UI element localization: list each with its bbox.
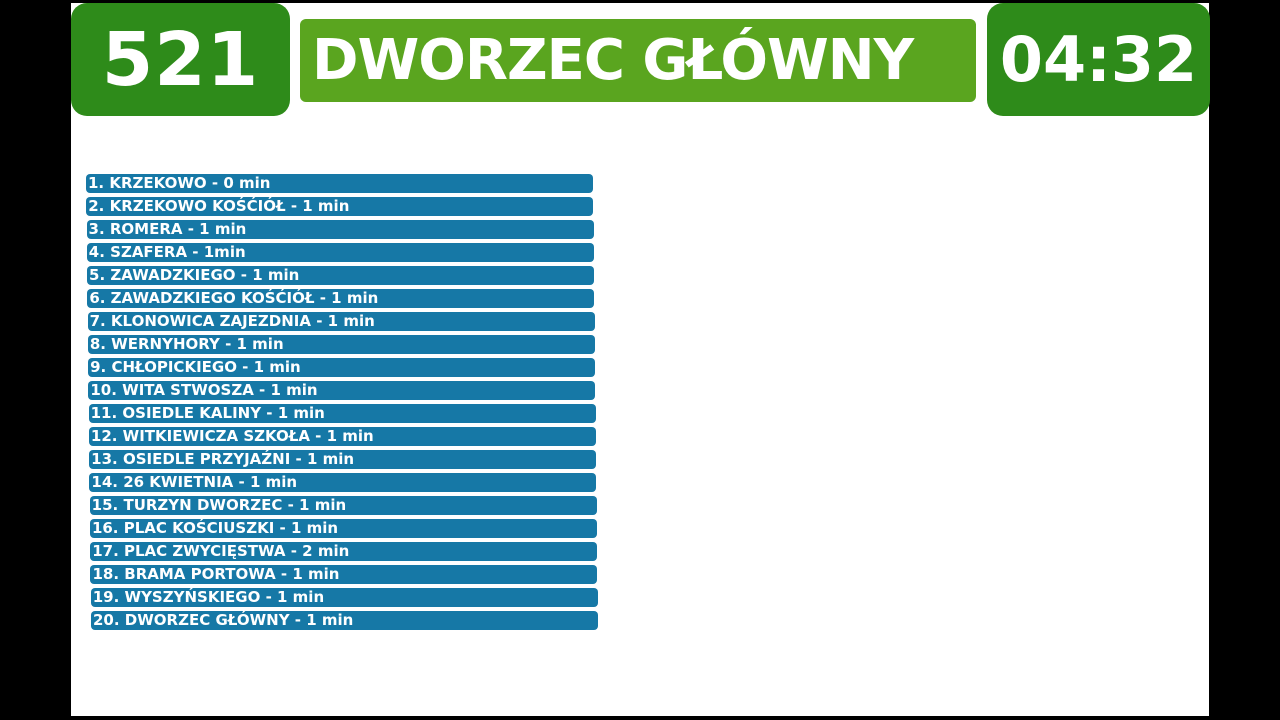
destination-banner: DWORZEC GŁÓWNY xyxy=(300,19,976,102)
stop-item: 9. CHŁOPICKIEGO - 1 min xyxy=(88,358,596,377)
stop-item: 15. TURZYN DWORZEC - 1 min xyxy=(89,496,597,515)
stop-item: 18. BRAMA PORTOWA - 1 min xyxy=(90,565,598,584)
stop-item: 20. DWORZEC GŁÓWNY - 1 min xyxy=(91,611,598,630)
stop-item: 13. OSIEDLE PRZYJAŹNI - 1 min xyxy=(89,450,597,469)
stop-item: 1. KRZEKOWO - 0 min xyxy=(86,174,593,193)
stop-item: 11. OSIEDLE KALINY - 1 min xyxy=(88,404,596,423)
stop-item: 14. 26 KWIETNIA - 1 min xyxy=(89,473,597,492)
stop-item: 2. KRZEKOWO KOŚĆIÓŁ - 1 min xyxy=(86,197,594,216)
clock-badge: 04:32 xyxy=(987,3,1210,116)
stop-item: 10. WITA STWOSZA - 1 min xyxy=(88,381,596,400)
destination-name: DWORZEC GŁÓWNY xyxy=(312,28,914,93)
stop-item: 6. ZAWADZKIEGO KOŚĆIÓŁ - 1 min xyxy=(87,289,595,308)
line-number-badge: 521 xyxy=(71,3,290,116)
stop-item: 4. SZAFERA - 1min xyxy=(86,243,594,262)
line-number: 521 xyxy=(101,16,260,103)
stop-item: 3. ROMERA - 1 min xyxy=(86,220,594,239)
stop-item: 12. WITKIEWICZA SZKOŁA - 1 min xyxy=(88,427,596,446)
stop-item: 19. WYSZYŃSKIEGO - 1 min xyxy=(90,588,598,607)
stop-item: 8. WERNYHORY - 1 min xyxy=(87,335,595,354)
stop-item: 16. PLAC KOŚCIUSZKI - 1 min xyxy=(89,519,597,538)
stop-item: 5. ZAWADZKIEGO - 1 min xyxy=(87,266,595,285)
stop-item: 7. KLONOWICA ZAJEZDNIA - 1 min xyxy=(87,312,595,331)
stop-item: 17. PLAC ZWYCIĘSTWA - 2 min xyxy=(90,542,598,561)
current-time: 04:32 xyxy=(999,23,1198,96)
